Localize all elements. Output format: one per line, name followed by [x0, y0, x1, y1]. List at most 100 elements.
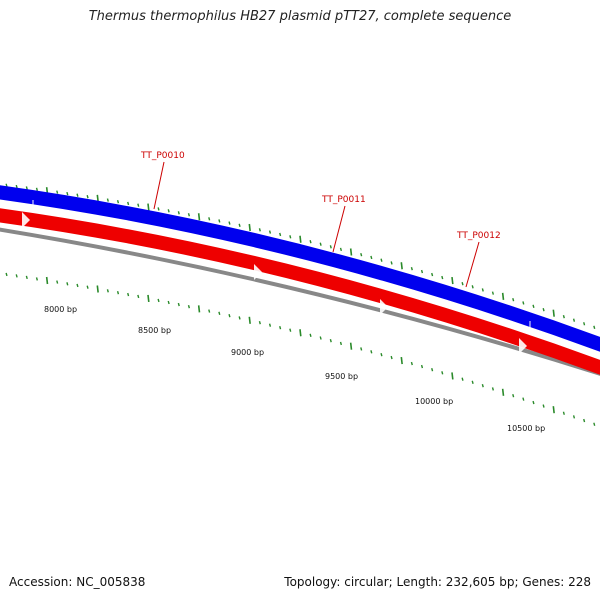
- inner-tick-mark: [238, 316, 241, 320]
- inner-tick-mark: [177, 302, 180, 307]
- gene-label-tt-p0010[interactable]: TT_P0010: [140, 151, 185, 210]
- inner-tick-mark: [127, 292, 130, 297]
- inner-tick-mark: [461, 377, 464, 381]
- inner-tick-mark: [45, 276, 49, 285]
- outer-tick-mark: [66, 191, 69, 196]
- tick-label-8000: 8000 bp: [44, 305, 77, 314]
- outer-tick-mark: [268, 230, 272, 234]
- inner-tick-mark: [35, 277, 39, 281]
- accession-text: Accession: NC_005838: [9, 575, 146, 589]
- tick-label-9000: 9000 bp: [231, 348, 264, 357]
- gene-label-text[interactable]: TT_P0010: [140, 151, 185, 161]
- inner-tick-mark: [572, 415, 576, 419]
- inner-tick-mark: [532, 400, 535, 405]
- outer-tick-mark: [542, 308, 545, 312]
- outer-tick-mark: [583, 322, 586, 326]
- inner-tick-mark: [400, 356, 403, 365]
- map-title: Thermus thermophilus HB27 plasmid pTT27,…: [88, 9, 512, 24]
- gene-label-tt-p0011[interactable]: TT_P0011: [321, 195, 366, 253]
- outer-tick-mark: [238, 223, 241, 227]
- outer-tick-mark: [137, 203, 140, 207]
- outer-tick-mark: [147, 203, 150, 211]
- inner-tick-mark: [187, 305, 191, 309]
- outer-tick-mark: [451, 276, 454, 285]
- inner-tick-mark: [471, 380, 474, 385]
- inner-tick-mark: [157, 298, 160, 303]
- inner-tick-mark: [491, 387, 495, 391]
- outer-tick-mark: [370, 255, 373, 260]
- outer-tick-mark: [319, 242, 322, 246]
- outer-tick-mark: [441, 275, 444, 280]
- outer-tick-mark: [96, 194, 99, 202]
- topology-summary-text: Topology: circular; Length: 232,605 bp; …: [284, 575, 591, 589]
- inner-tick-mark: [522, 397, 525, 401]
- outer-tick-mark: [481, 288, 484, 292]
- inner-tick-mark: [15, 274, 18, 278]
- outer-tick-mark: [157, 207, 160, 211]
- tick-marks: [5, 183, 596, 426]
- outer-tick-mark: [329, 245, 332, 249]
- outer-tick-mark: [25, 186, 28, 190]
- tick-label-10500: 10500 bp: [507, 424, 545, 433]
- outer-tick-mark: [299, 235, 302, 243]
- position-labels: 8000 bp 8500 bp 9000 bp 9500 bp 10000 bp…: [44, 305, 545, 433]
- outer-tick-mark: [420, 269, 424, 274]
- inner-tick-mark: [116, 290, 120, 295]
- gene-leader-line: [465, 241, 480, 288]
- outer-tick-mark: [552, 309, 555, 317]
- inner-tick-mark: [501, 388, 505, 396]
- inner-tick-mark: [319, 336, 322, 340]
- inner-tick-mark: [279, 325, 282, 330]
- forward-strand-band[interactable]: [0, 185, 600, 352]
- inner-tick-mark: [106, 289, 109, 293]
- inner-tick-mark: [410, 361, 413, 366]
- inner-tick-mark: [552, 406, 555, 414]
- outer-tick-mark: [208, 217, 211, 221]
- outer-tick-mark: [86, 195, 89, 199]
- inner-tick-mark: [197, 305, 201, 313]
- outer-tick-mark: [501, 292, 505, 300]
- outer-tick-mark: [187, 213, 191, 217]
- outer-tick-mark: [116, 200, 120, 204]
- outer-tick-mark: [248, 223, 251, 232]
- inner-tick-mark: [481, 383, 484, 388]
- reverse-strand-band[interactable]: [0, 208, 600, 375]
- inner-tick-mark: [258, 321, 261, 325]
- gene-leader-line: [332, 205, 346, 253]
- outer-tick-mark: [279, 232, 282, 237]
- outer-tick-mark: [167, 209, 170, 213]
- gene-label-text[interactable]: TT_P0011: [321, 195, 366, 205]
- inner-tick-mark: [390, 355, 393, 360]
- inner-tick-mark: [289, 328, 292, 332]
- inner-tick-mark: [451, 372, 454, 380]
- inner-tick-mark: [218, 311, 221, 316]
- tick-label-10000: 10000 bp: [415, 397, 453, 406]
- outer-tick-mark: [522, 301, 525, 305]
- outer-tick-mark: [431, 272, 434, 277]
- outer-tick-mark: [177, 211, 180, 215]
- outer-tick-mark: [593, 325, 596, 330]
- forward-gene-boundaries: [32, 200, 531, 336]
- inner-tick-mark: [431, 367, 434, 372]
- gene-label-tt-p0012[interactable]: TT_P0012: [456, 231, 501, 288]
- inner-tick-mark: [66, 282, 69, 286]
- outer-tick-mark: [532, 304, 535, 309]
- outer-tick-mark: [390, 261, 393, 265]
- outer-tick-mark: [380, 258, 383, 262]
- outer-tick-mark: [562, 314, 565, 319]
- gene-label-text[interactable]: TT_P0012: [456, 231, 501, 241]
- inner-tick-mark: [562, 411, 565, 415]
- outer-tick-mark: [339, 247, 343, 252]
- outer-tick-mark: [491, 291, 495, 295]
- outer-tick-mark: [258, 228, 261, 232]
- outer-tick-mark: [218, 219, 221, 223]
- outer-tick-mark: [106, 198, 109, 202]
- outer-tick-mark: [76, 193, 79, 197]
- outer-tick-mark: [228, 221, 231, 225]
- outer-tick-mark: [5, 183, 8, 187]
- inner-tick-mark: [309, 333, 312, 338]
- inner-tick-mark: [268, 323, 272, 327]
- reverse-gene-boundaries: [22, 212, 527, 354]
- tick-label-8500: 8500 bp: [138, 326, 171, 335]
